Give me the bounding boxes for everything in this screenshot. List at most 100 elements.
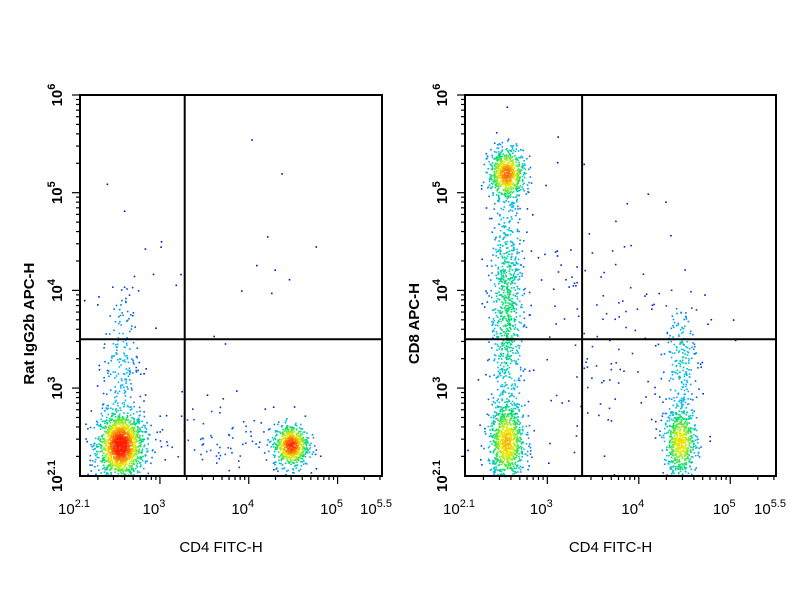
data-point: [685, 450, 688, 453]
data-point: [675, 437, 677, 439]
data-point: [672, 452, 674, 454]
data-point: [126, 447, 128, 449]
data-point: [502, 153, 504, 155]
data-point: [114, 391, 116, 394]
data-point: [125, 342, 128, 345]
data-point: [660, 436, 663, 439]
data-point: [522, 415, 524, 418]
data-point: [516, 419, 519, 421]
data-point: [671, 446, 674, 449]
data-point: [95, 444, 98, 446]
data-point: [511, 163, 514, 166]
data-point: [495, 440, 497, 443]
data-point: [131, 451, 134, 453]
data-point: [301, 450, 304, 453]
data-point: [144, 460, 147, 463]
data-point: [113, 422, 115, 425]
data-point: [205, 450, 208, 453]
data-point: [506, 320, 508, 322]
data-point: [98, 456, 100, 459]
data-point: [119, 434, 121, 437]
data-point: [126, 428, 129, 430]
data-point: [117, 465, 119, 467]
data-point: [512, 196, 515, 198]
data-point: [525, 326, 528, 329]
data-point: [529, 453, 532, 455]
data-point: [491, 435, 494, 438]
data-point: [494, 184, 497, 186]
data-point: [145, 368, 147, 370]
data-point: [512, 249, 515, 252]
data-point: [674, 469, 677, 471]
data-point: [501, 281, 504, 283]
data-point: [507, 424, 509, 426]
data-point: [499, 174, 501, 177]
data-point: [512, 352, 514, 354]
data-point: [105, 432, 108, 434]
data-point: [141, 450, 143, 452]
data-point: [122, 461, 124, 464]
data-point: [128, 455, 130, 458]
data-point: [503, 469, 506, 472]
data-point: [485, 171, 487, 174]
data-point: [503, 410, 505, 412]
data-point: [123, 392, 126, 394]
data-point: [109, 432, 111, 435]
data-point: [519, 207, 521, 210]
data-point: [498, 401, 501, 404]
data-point: [293, 434, 295, 437]
data-point: [278, 456, 280, 458]
data-point: [516, 183, 518, 186]
data-point: [86, 440, 88, 443]
data-point: [696, 446, 698, 449]
data-point: [496, 454, 499, 456]
data-point: [518, 345, 521, 347]
data-point: [496, 469, 499, 471]
data-point: [143, 415, 146, 418]
data-point: [520, 375, 522, 377]
data-point: [273, 441, 276, 444]
data-point: [507, 140, 509, 142]
data-point: [511, 337, 513, 339]
data-point: [501, 452, 503, 455]
data-point: [498, 153, 500, 155]
data-point: [130, 473, 132, 475]
data-point: [117, 337, 120, 339]
data-point: [292, 429, 294, 431]
data-point: [516, 464, 519, 467]
data-point: [83, 299, 86, 302]
data-point: [150, 424, 152, 427]
data-point: [492, 401, 495, 403]
data-point: [521, 180, 524, 182]
data-point: [222, 398, 225, 400]
data-point: [500, 269, 502, 272]
data-point: [504, 384, 507, 387]
data-point: [499, 423, 501, 426]
data-point: [493, 467, 495, 470]
data-point: [296, 451, 299, 454]
data-point: [273, 423, 276, 426]
data-point: [133, 418, 135, 421]
data-point: [132, 454, 134, 457]
data-point: [513, 438, 516, 441]
data-point: [121, 312, 123, 314]
data-point: [513, 318, 515, 320]
data-point: [496, 179, 499, 181]
data-point: [479, 424, 481, 426]
data-point: [514, 268, 517, 270]
data-point: [512, 169, 514, 171]
data-point: [499, 410, 501, 413]
data-point: [501, 255, 503, 258]
data-point: [284, 428, 287, 430]
data-point: [513, 310, 516, 312]
data-point: [137, 421, 139, 423]
data-point: [505, 356, 507, 359]
data-point: [151, 449, 154, 452]
data-point: [91, 445, 93, 448]
data-point: [510, 206, 513, 208]
data-point: [507, 201, 510, 203]
data-point: [510, 467, 512, 469]
data-point: [123, 463, 126, 465]
data-point: [529, 166, 532, 169]
data-point: [122, 423, 124, 425]
